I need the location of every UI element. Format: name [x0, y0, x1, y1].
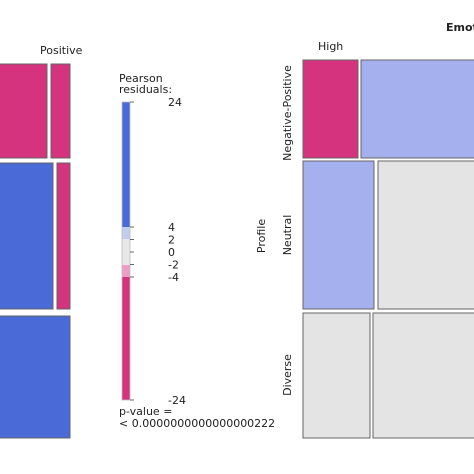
chart-title: Emot — [446, 21, 474, 34]
p-value-line2: < 0.0000000000000000222 — [119, 417, 276, 430]
right-cell-neutral-c1 — [302, 160, 375, 310]
legend-tick-label: 24 — [168, 96, 182, 109]
legend-title-line1: Pearson — [119, 72, 163, 85]
left-mosaic — [0, 63, 71, 439]
legend-tick-label: 0 — [168, 246, 175, 259]
legend-band-weak-negative — [122, 265, 130, 277]
p-value-line1: p-value = — [119, 405, 173, 418]
row-label-neutral: Neutral — [281, 215, 294, 256]
legend-tick-label: -24 — [168, 394, 186, 407]
row-label-negative-positive: Negative-Positive — [281, 65, 294, 161]
legend-ticks: 24 420-2-4 -24 — [130, 96, 186, 407]
legend-title-line2: residuals: — [119, 83, 173, 96]
row-variable-profile: Profile — [255, 219, 268, 253]
legend-band-weak-positive — [122, 227, 130, 239]
left-cell-r3c1 — [0, 315, 71, 439]
legend-band-neutral — [122, 239, 130, 265]
right-cell-diverse-c1 — [302, 312, 371, 439]
legend-frame — [121, 101, 131, 401]
right-cell-negpos-c2 — [360, 59, 474, 159]
legend-tick-label: 2 — [168, 234, 175, 247]
legend-tick-label: -4 — [168, 271, 179, 284]
legend-tick-label: -2 — [168, 259, 179, 272]
left-cell-r1c1 — [0, 63, 48, 159]
legend-band-strong-positive — [122, 102, 130, 227]
right-cell-negpos-c1 — [302, 59, 359, 159]
right-column-header-high: High — [318, 40, 344, 53]
legend-colorbar — [121, 101, 131, 401]
left-cell-r1c2 — [50, 63, 71, 159]
right-cell-diverse-c2 — [372, 312, 474, 439]
legend-band-strong-negative — [122, 277, 130, 400]
row-label-diverse: Diverse — [281, 354, 294, 396]
right-cell-neutral-c2 — [377, 160, 474, 310]
right-mosaic — [302, 59, 474, 439]
left-cell-r2c1 — [0, 162, 54, 310]
legend-tick-label: 4 — [168, 221, 175, 234]
left-column-header-positive: Positive — [40, 44, 83, 57]
left-cell-r2c2 — [56, 162, 71, 310]
